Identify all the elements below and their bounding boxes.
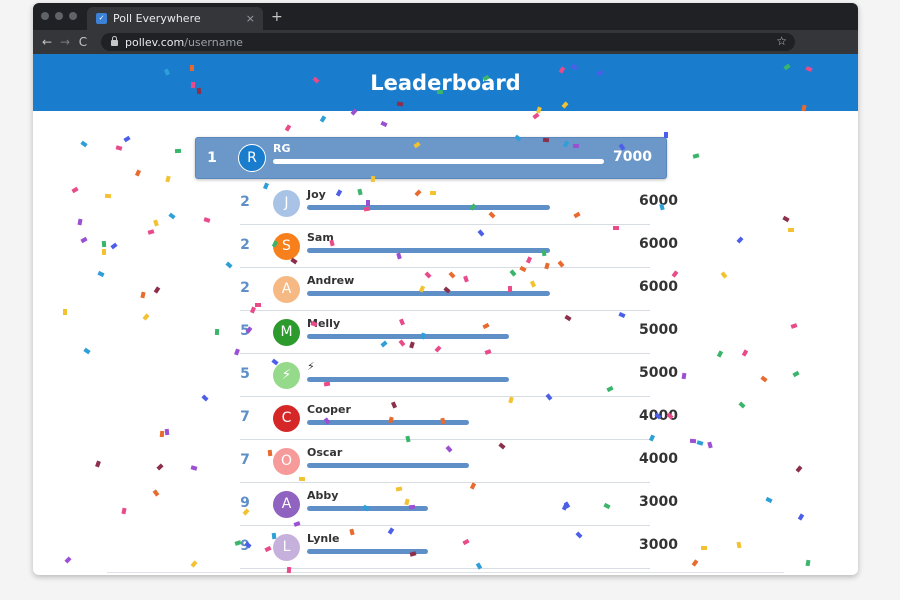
avatar: ⚡ xyxy=(273,362,300,389)
score-bar xyxy=(307,506,428,511)
back-icon[interactable]: ← xyxy=(41,35,53,49)
browser-window: ✓ Poll Everywhere × + ← → C pollev.com/u… xyxy=(33,3,858,575)
score-bar xyxy=(307,377,509,382)
score-value: 5000 xyxy=(639,365,678,381)
forward-icon[interactable]: → xyxy=(59,35,71,49)
avatar: S xyxy=(273,233,300,260)
avatar: A xyxy=(273,491,300,518)
rank-number: 1 xyxy=(207,150,217,166)
leaderboard-row: 2 S Sam 6000 xyxy=(240,224,678,268)
participant-name: Lynle xyxy=(307,532,340,545)
participant-name: Oscar xyxy=(307,446,343,459)
score-bar xyxy=(273,159,604,164)
avatar: R xyxy=(238,144,266,172)
minimize-window-dot[interactable] xyxy=(55,12,63,20)
avatar: L xyxy=(273,534,300,561)
score-bar xyxy=(307,463,469,468)
leaderboard-row: 5 M Melly 5000 xyxy=(240,310,678,354)
participant-name: Joy xyxy=(307,188,326,201)
rank-number: 2 xyxy=(240,280,250,296)
leaderboard-row: 9 A Abby 3000 xyxy=(240,482,678,526)
address-bar[interactable]: pollev.com/username ☆ xyxy=(101,33,795,51)
rank-number: 7 xyxy=(240,452,250,468)
score-bar xyxy=(307,334,509,339)
score-value: 6000 xyxy=(639,193,678,209)
participant-name: RG xyxy=(273,142,291,155)
participant-name: Sam xyxy=(307,231,334,244)
score-value: 7000 xyxy=(613,149,652,165)
rank-number: 2 xyxy=(240,194,250,210)
lock-icon[interactable] xyxy=(111,36,118,46)
tab-title: Poll Everywhere xyxy=(113,12,201,25)
score-value: 6000 xyxy=(639,236,678,252)
maximize-window-dot[interactable] xyxy=(69,12,77,20)
avatar: O xyxy=(273,448,300,475)
reload-icon[interactable]: C xyxy=(78,35,88,49)
score-bar xyxy=(307,291,550,296)
leaderboard-row: 7 O Oscar 4000 xyxy=(240,439,678,483)
score-bar xyxy=(307,205,550,210)
browser-tab[interactable]: ✓ Poll Everywhere × xyxy=(87,7,263,30)
score-bar xyxy=(307,248,550,253)
leaderboard-row: 9 L Lynle 3000 xyxy=(240,525,678,569)
participant-name: ⚡ xyxy=(307,360,315,373)
bookmark-star-icon[interactable]: ☆ xyxy=(776,34,787,48)
rank-number: 9 xyxy=(240,538,250,554)
url-host: pollev.com xyxy=(125,35,185,49)
close-window-dot[interactable] xyxy=(41,12,49,20)
leaderboard-row: 2 A Andrew 6000 xyxy=(240,267,678,311)
participant-name: Cooper xyxy=(307,403,351,416)
score-bar xyxy=(307,420,469,425)
score-value: 3000 xyxy=(639,494,678,510)
poll-everywhere-favicon-icon: ✓ xyxy=(96,13,107,24)
rank-number: 2 xyxy=(240,237,250,253)
avatar: M xyxy=(273,319,300,346)
score-value: 3000 xyxy=(639,537,678,553)
leaderboard-row: 5 ⚡ ⚡ 5000 xyxy=(240,353,678,397)
close-tab-icon[interactable]: × xyxy=(245,12,255,25)
score-bar xyxy=(307,549,428,554)
score-value: 5000 xyxy=(639,322,678,338)
leaderboard-row-leader: 1 R RG 7000 xyxy=(195,137,667,179)
participant-name: Andrew xyxy=(307,274,355,287)
score-value: 6000 xyxy=(639,279,678,295)
leaderboard-row: 2 J Joy 6000 xyxy=(240,181,678,225)
rank-number: 9 xyxy=(240,495,250,511)
rank-number: 7 xyxy=(240,409,250,425)
tab-strip: ✓ Poll Everywhere × + xyxy=(33,3,858,30)
score-value: 4000 xyxy=(639,451,678,467)
rank-number: 5 xyxy=(240,366,250,382)
score-value: 4000 xyxy=(639,408,678,424)
new-tab-button[interactable]: + xyxy=(271,9,283,25)
avatar: A xyxy=(273,276,300,303)
leaderboard-row: 7 C Cooper 4000 xyxy=(240,396,678,440)
browser-toolbar: ← → C pollev.com/username ☆ xyxy=(33,30,858,54)
leaderboard-list: 1 R RG 7000 2 J Joy 6000 2 S Sam 6000 2 A Andrew 6000 5 M… xyxy=(33,111,858,575)
divider xyxy=(107,572,784,573)
url-path: /username xyxy=(184,35,243,49)
leaderboard-header: Leaderboard xyxy=(33,54,858,111)
participant-name: Abby xyxy=(307,489,339,502)
avatar: J xyxy=(273,190,300,217)
avatar: C xyxy=(273,405,300,432)
page-title: Leaderboard xyxy=(370,70,521,95)
window-controls[interactable] xyxy=(41,12,77,20)
participant-name: Melly xyxy=(307,317,341,330)
rank-number: 5 xyxy=(240,323,250,339)
